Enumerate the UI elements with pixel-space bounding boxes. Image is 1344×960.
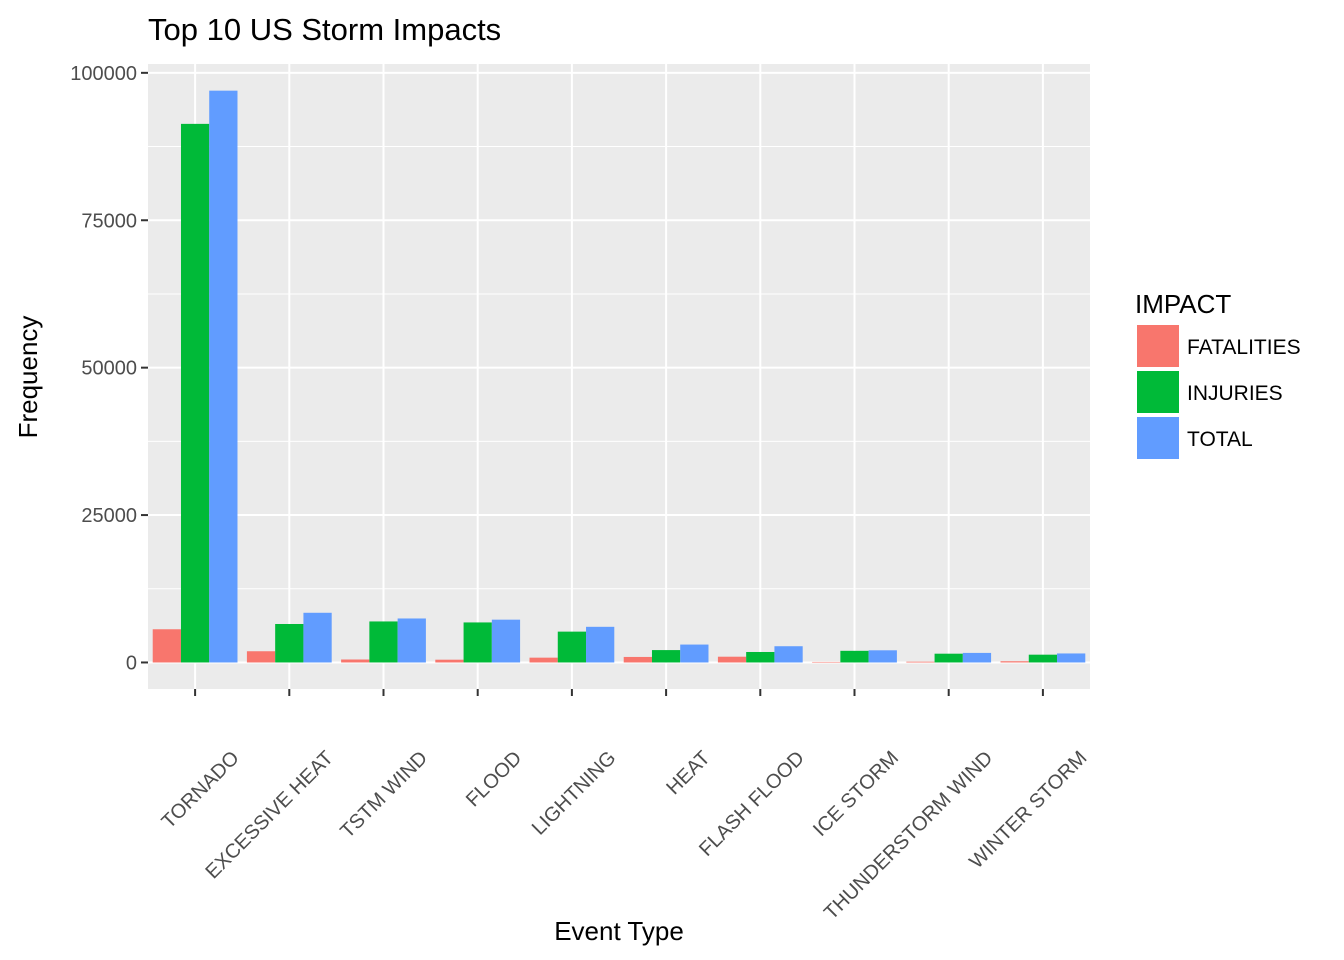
bar [369, 621, 398, 663]
bar [962, 652, 992, 663]
legend-label: FATALITIES [1187, 336, 1301, 359]
bar [557, 631, 587, 663]
y-tick-label: 75000 [81, 210, 137, 232]
legend-title: IMPACT [1135, 289, 1231, 319]
y-axis: 0 25000 50000 75000 100000 [70, 63, 148, 674]
bar [746, 651, 775, 663]
bar [275, 623, 304, 663]
chart-title: Top 10 US Storm Impacts [148, 12, 501, 47]
bar [1000, 661, 1029, 663]
bar [906, 661, 935, 663]
x-tick-label: LIGHTNING [528, 747, 621, 840]
plot-panel [148, 64, 1090, 689]
y-tick-label: 25000 [81, 505, 137, 527]
bar [209, 90, 238, 663]
bars [152, 90, 1086, 663]
bar [717, 656, 747, 663]
bar [491, 619, 521, 663]
bar [180, 123, 210, 663]
x-tick-label: FLOOD [462, 747, 526, 811]
bar [397, 618, 426, 663]
bar [152, 629, 181, 663]
x-tick-label: TORNADO [158, 747, 244, 833]
y-axis-title: Frequency [13, 316, 43, 439]
bar [651, 650, 681, 663]
bar [1028, 654, 1058, 663]
legend-label: INJURIES [1187, 382, 1283, 405]
y-tick-label: 100000 [70, 63, 137, 85]
x-tick-label: HEAT [662, 747, 714, 799]
legend-swatch [1137, 417, 1179, 459]
bar [680, 644, 709, 663]
legend-swatch [1137, 371, 1179, 413]
bar [840, 650, 869, 663]
x-tick-label: TSTM WIND [336, 747, 432, 843]
bar [868, 650, 897, 663]
x-axis-title: Event Type [554, 916, 684, 946]
bar [463, 622, 492, 663]
legend-label: TOTAL [1187, 428, 1253, 451]
legend: IMPACT FATALITIES INJURIES TOTAL [1135, 289, 1301, 459]
x-tick-label: THUNDERSTORM WIND [820, 747, 997, 924]
bar [341, 659, 370, 663]
x-tick-label: ICE STORM [809, 747, 903, 841]
bar [774, 646, 803, 663]
bar [934, 653, 963, 663]
legend-swatch [1137, 325, 1179, 367]
y-tick-label: 50000 [81, 358, 137, 380]
y-tick-label: 0 [126, 652, 137, 674]
bar [812, 661, 841, 663]
bar [303, 612, 332, 663]
bar [246, 651, 276, 663]
bar [529, 657, 558, 663]
bar [586, 626, 615, 663]
bar [435, 659, 464, 663]
bar [623, 656, 652, 663]
bar [1057, 653, 1086, 663]
